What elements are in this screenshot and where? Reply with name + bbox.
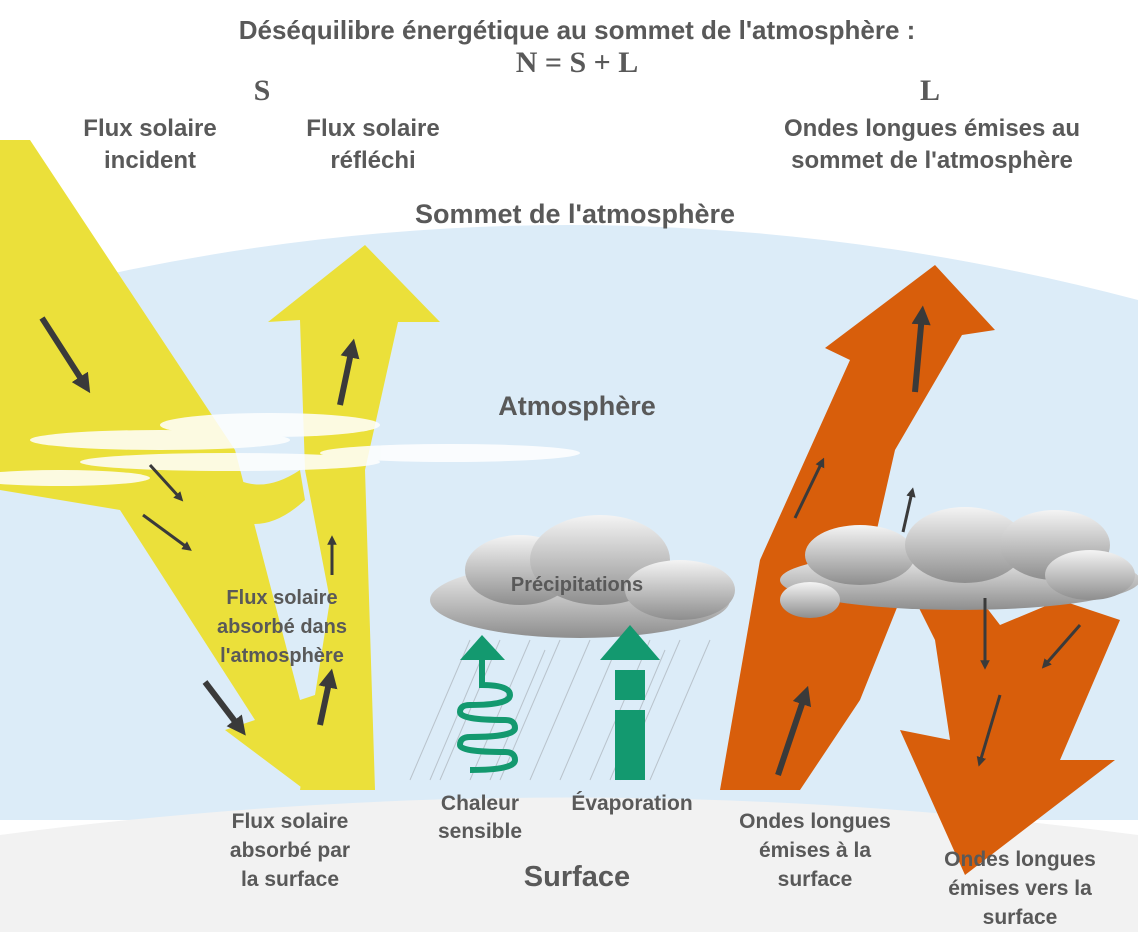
title: Déséquilibre énergétique au sommet de l'… [239,15,916,45]
symbol-s: S [254,74,271,107]
surface-label: Surface [524,861,630,893]
equation: N = S + L [516,46,639,79]
diagram: Déséquilibre énergétique au sommet de l'… [0,0,1138,932]
atmosphere-label: Atmosphère [498,391,656,421]
precipitation-label: Précipitations [511,574,643,596]
symbol-l: L [920,74,940,107]
evaporation-label: Évaporation [571,792,692,815]
toa-label: Sommet de l'atmosphère [415,199,735,229]
